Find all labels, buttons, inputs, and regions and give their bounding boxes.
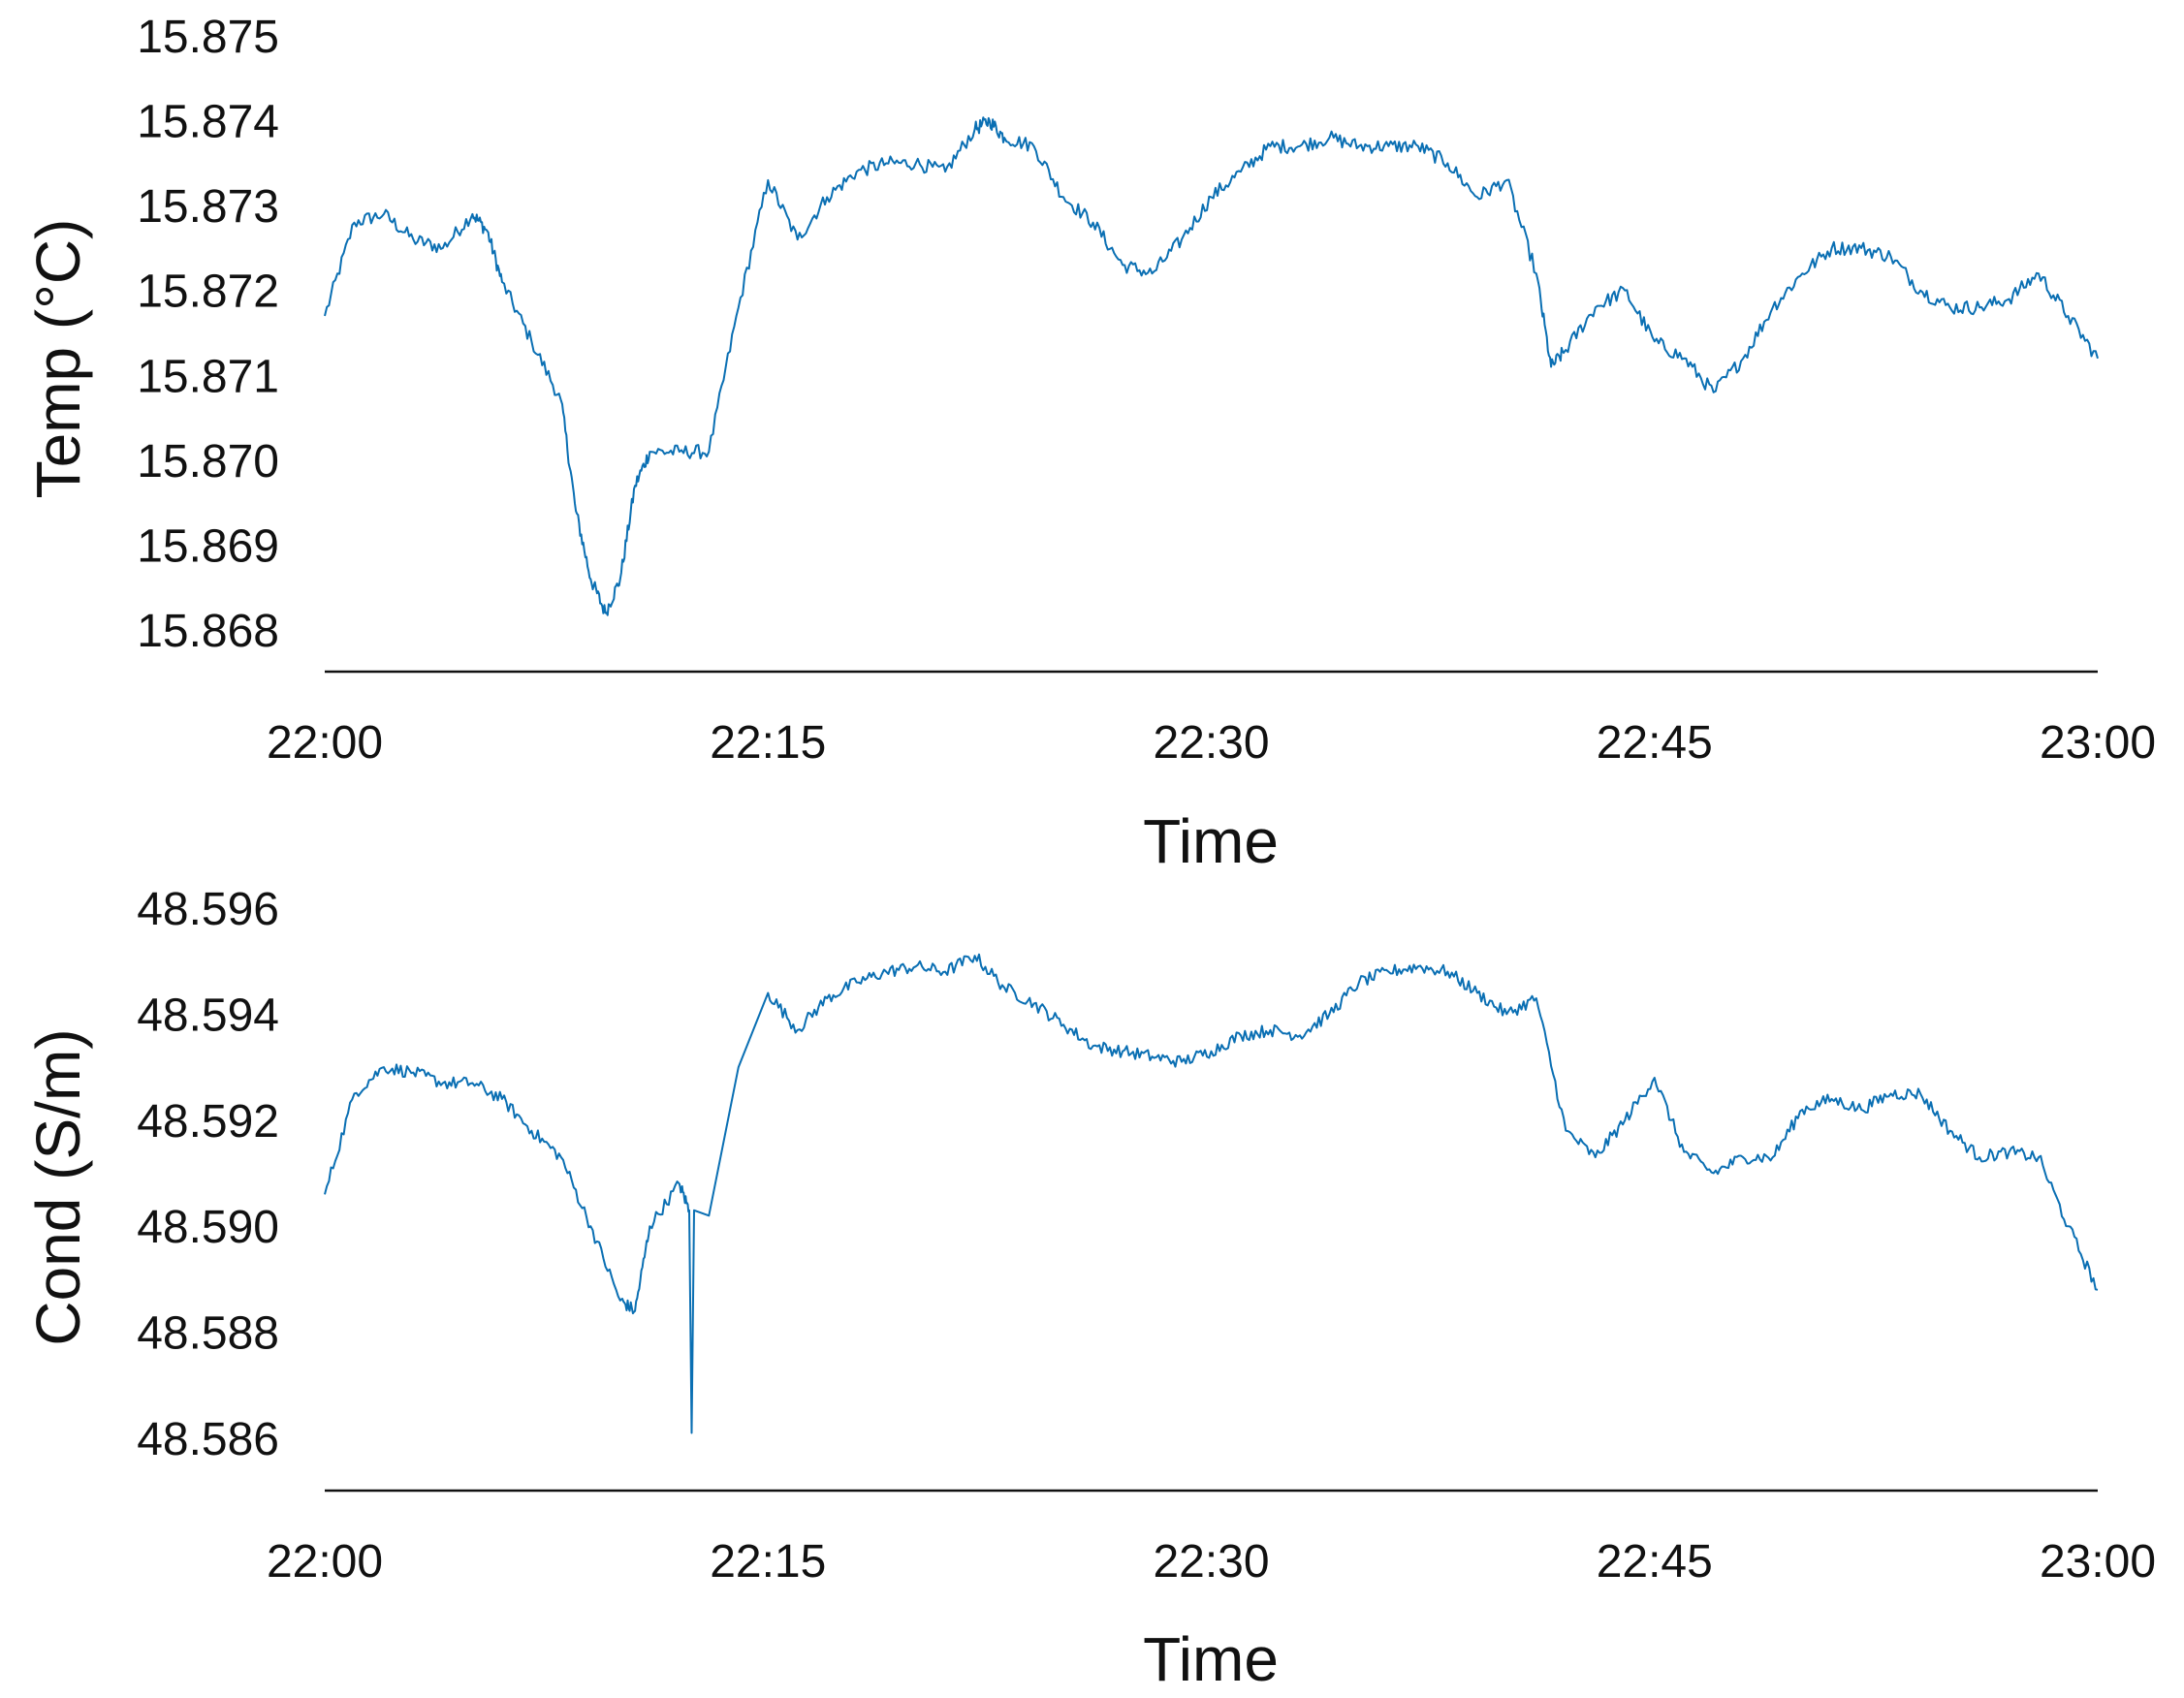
conductivity-y-tick-label: 48.588 xyxy=(137,1308,279,1360)
conductivity-y-axis-title: Cond (S/m) xyxy=(23,1028,93,1345)
conductivity-series xyxy=(324,953,2099,1434)
temperature-y-tick-label: 15.875 xyxy=(137,12,279,63)
conductivity-y-tick-label: 48.586 xyxy=(137,1414,279,1465)
temperature-y-tick-label: 15.873 xyxy=(137,181,279,233)
conductivity-panel: Cond (S/m) 48.596 48.594 48.592 48.590 48.58… xyxy=(23,884,2156,1694)
temperature-series xyxy=(324,116,2099,616)
temperature-y-axis-title: Temp (°C) xyxy=(23,219,93,499)
temperature-y-tick-label: 15.871 xyxy=(137,351,279,402)
conductivity-x-axis-title: Time xyxy=(1143,1624,1279,1694)
conductivity-y-tick-labels: 48.596 48.594 48.592 48.590 48.588 48.586 xyxy=(137,884,279,1465)
temperature-x-tick-labels: 22:00 22:15 22:30 22:45 23:00 xyxy=(267,717,2156,769)
conductivity-x-tick-label: 22:15 xyxy=(710,1536,826,1588)
temperature-y-tick-label: 15.870 xyxy=(137,436,279,487)
temperature-x-tick-label: 22:45 xyxy=(1597,717,1713,769)
conductivity-y-tick-label: 48.592 xyxy=(137,1096,279,1148)
conductivity-x-tick-label: 22:00 xyxy=(267,1536,383,1588)
conductivity-x-tick-label: 23:00 xyxy=(2040,1536,2156,1588)
conductivity-y-tick-label: 48.590 xyxy=(137,1202,279,1253)
temperature-y-tick-label: 15.874 xyxy=(137,97,279,148)
temperature-y-tick-label: 15.868 xyxy=(137,606,279,657)
temperature-y-tick-label: 15.872 xyxy=(137,267,279,318)
conductivity-x-tick-labels: 22:00 22:15 22:30 22:45 23:00 xyxy=(267,1536,2156,1588)
temperature-y-tick-label: 15.869 xyxy=(137,520,279,572)
temperature-x-tick-label: 22:30 xyxy=(1153,717,1269,769)
conductivity-series-line xyxy=(324,953,2099,1434)
temperature-series-line xyxy=(324,116,2099,616)
temperature-x-axis-title: Time xyxy=(1143,806,1279,876)
temperature-y-tick-labels: 15.875 15.874 15.873 15.872 15.871 15.870 15.8… xyxy=(137,12,279,657)
conductivity-y-tick-label: 48.596 xyxy=(137,884,279,935)
conductivity-x-tick-label: 22:30 xyxy=(1153,1536,1269,1588)
temperature-panel: Temp (°C) 15.875 15.874 15.873 15.872 15.871… xyxy=(23,12,2156,876)
temperature-x-tick-label: 22:15 xyxy=(710,717,826,769)
conductivity-x-tick-label: 22:45 xyxy=(1597,1536,1713,1588)
temperature-x-tick-label: 22:00 xyxy=(267,717,383,769)
temperature-x-tick-label: 23:00 xyxy=(2040,717,2156,769)
conductivity-y-tick-label: 48.594 xyxy=(137,990,279,1041)
